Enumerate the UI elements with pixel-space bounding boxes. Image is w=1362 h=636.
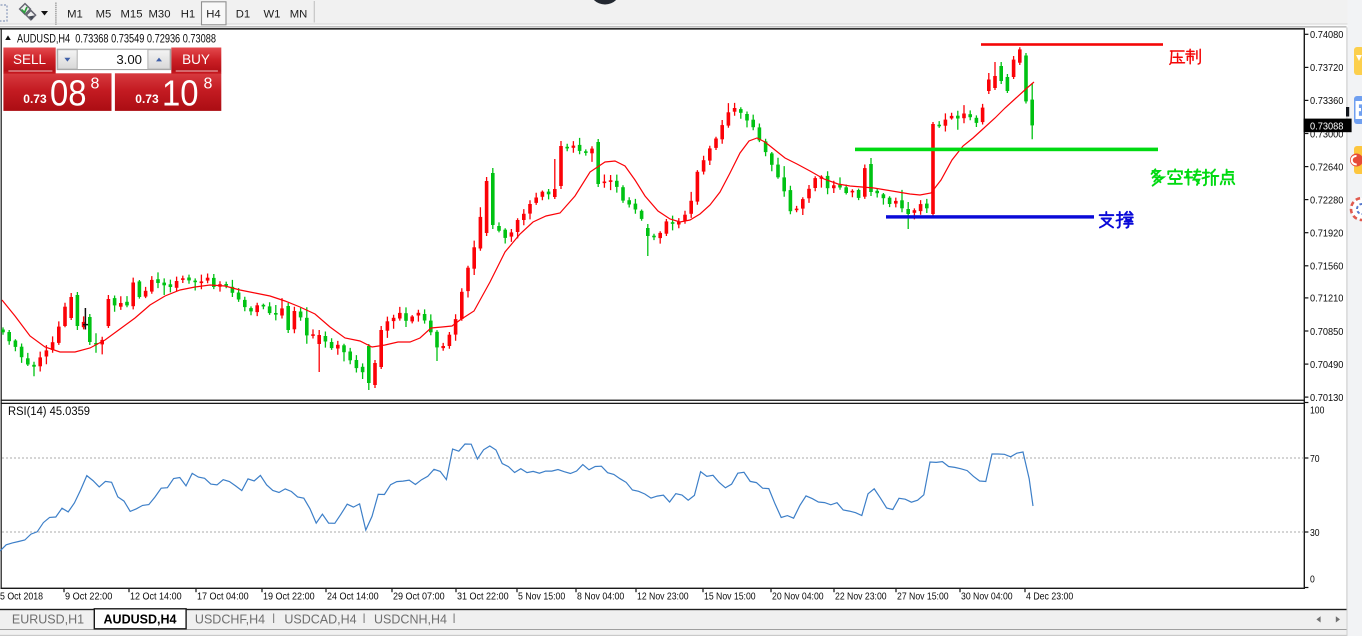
svg-text:0.73720: 0.73720 — [1310, 62, 1344, 74]
svg-text:30: 30 — [1310, 527, 1320, 539]
svg-text:MN: MN — [290, 8, 308, 20]
svg-text:12 Nov 23:00: 12 Nov 23:00 — [637, 591, 689, 603]
svg-text:H1: H1 — [181, 8, 195, 20]
svg-text:M15: M15 — [121, 8, 143, 20]
svg-text:27 Nov 15:00: 27 Nov 15:00 — [897, 591, 949, 603]
svg-text:M30: M30 — [149, 8, 171, 20]
svg-text:0.70850: 0.70850 — [1310, 326, 1344, 338]
svg-text:3.00: 3.00 — [116, 52, 142, 67]
svg-text:USDCHF,H4: USDCHF,H4 — [195, 613, 265, 627]
svg-text:29 Oct 07:00: 29 Oct 07:00 — [393, 591, 445, 603]
svg-text:0.71210: 0.71210 — [1310, 293, 1344, 305]
svg-text:70: 70 — [1310, 453, 1320, 465]
svg-text:H4: H4 — [206, 8, 220, 20]
svg-text:0.71560: 0.71560 — [1310, 261, 1344, 273]
svg-text:SELL: SELL — [13, 52, 47, 67]
svg-text:0.74080: 0.74080 — [1310, 29, 1344, 41]
svg-text:W1: W1 — [264, 8, 281, 20]
svg-text:19 Oct 22:00: 19 Oct 22:00 — [263, 591, 315, 603]
svg-text:EURUSD,H1: EURUSD,H1 — [12, 613, 84, 627]
svg-text:AUDUSD,H4: AUDUSD,H4 — [104, 613, 177, 627]
svg-text:9 Oct 22:00: 9 Oct 22:00 — [65, 591, 112, 603]
svg-text:0.73088: 0.73088 — [1310, 120, 1344, 132]
svg-text:USDCAD,H4: USDCAD,H4 — [284, 613, 356, 627]
svg-text:8: 8 — [91, 76, 100, 93]
svg-text:M5: M5 — [96, 8, 112, 20]
svg-text:0: 0 — [1310, 573, 1315, 585]
svg-text:30 Nov 04:00: 30 Nov 04:00 — [961, 591, 1013, 603]
svg-text:0.70130: 0.70130 — [1310, 392, 1344, 404]
svg-text:08: 08 — [50, 73, 87, 114]
svg-text:5 Oct 2018: 5 Oct 2018 — [0, 591, 43, 603]
svg-text:0.73360: 0.73360 — [1310, 95, 1344, 107]
svg-text:RSI(14) 45.0359: RSI(14) 45.0359 — [8, 406, 90, 418]
svg-text:0.72280: 0.72280 — [1310, 194, 1344, 206]
svg-text:100: 100 — [1310, 404, 1325, 416]
svg-text:D1: D1 — [236, 8, 250, 20]
svg-text:12 Oct 14:00: 12 Oct 14:00 — [130, 591, 182, 603]
svg-text:15 Nov 15:00: 15 Nov 15:00 — [704, 591, 756, 603]
svg-text:AUDUSD,H4 0.73368 0.73549 0.7: AUDUSD,H4 0.73368 0.73549 0.72936 0.7308… — [17, 34, 216, 46]
svg-text:BUY: BUY — [182, 52, 210, 67]
svg-text:0.72640: 0.72640 — [1310, 161, 1344, 173]
svg-text:0.73: 0.73 — [23, 92, 47, 106]
svg-text:22 Nov 23:00: 22 Nov 23:00 — [835, 591, 887, 603]
svg-text:0.70490: 0.70490 — [1310, 359, 1344, 371]
svg-text:0.73: 0.73 — [135, 92, 159, 106]
svg-text:10: 10 — [162, 73, 199, 114]
svg-text:31 Oct 22:00: 31 Oct 22:00 — [457, 591, 509, 603]
svg-text:20 Nov 04:00: 20 Nov 04:00 — [772, 591, 824, 603]
svg-text:17 Oct 04:00: 17 Oct 04:00 — [197, 591, 249, 603]
svg-text:8: 8 — [204, 76, 213, 93]
svg-text:0.71920: 0.71920 — [1310, 228, 1344, 240]
svg-text:5 Nov 15:00: 5 Nov 15:00 — [518, 591, 565, 603]
svg-text:4 Dec 23:00: 4 Dec 23:00 — [1026, 591, 1073, 603]
svg-text:24 Oct 14:00: 24 Oct 14:00 — [327, 591, 379, 603]
svg-text:M1: M1 — [67, 8, 83, 20]
svg-text:USDCNH,H4: USDCNH,H4 — [374, 613, 447, 627]
svg-text:8 Nov 04:00: 8 Nov 04:00 — [577, 591, 624, 603]
